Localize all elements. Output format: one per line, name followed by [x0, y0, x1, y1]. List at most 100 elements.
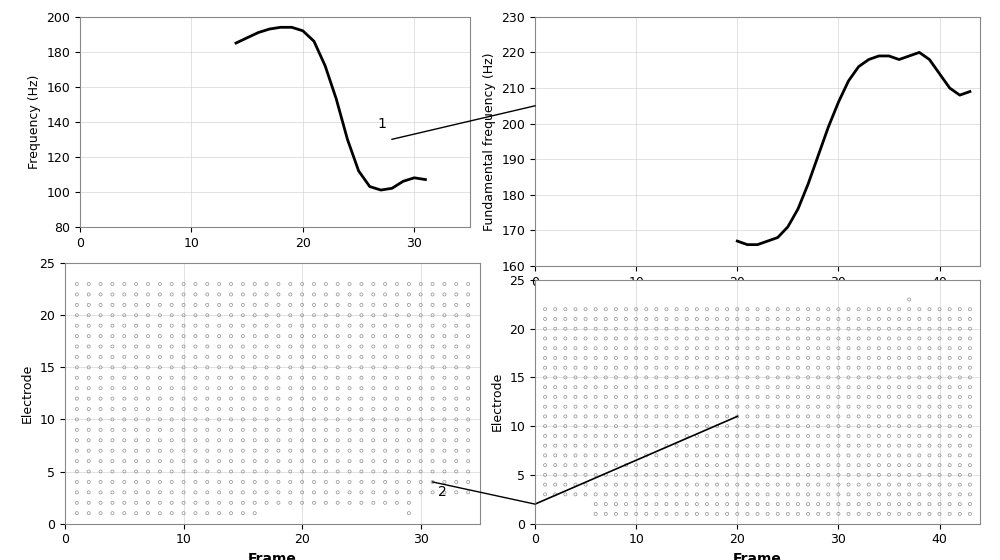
Point: [881, 441, 897, 450]
Point: [719, 422, 735, 431]
Point: [648, 382, 664, 391]
Point: [247, 394, 263, 403]
Point: [750, 344, 766, 353]
Point: [353, 290, 369, 299]
Point: [81, 363, 97, 372]
Point: [891, 382, 907, 391]
Point: [413, 352, 429, 361]
Point: [881, 402, 897, 411]
Point: [891, 393, 907, 402]
Point: [628, 451, 644, 460]
Point: [294, 394, 310, 403]
Point: [81, 446, 97, 455]
Point: [750, 363, 766, 372]
Point: [353, 415, 369, 424]
Point: [881, 382, 897, 391]
Point: [921, 315, 937, 324]
Point: [760, 373, 776, 382]
Point: [176, 508, 192, 517]
Point: [719, 393, 735, 402]
Point: [810, 451, 826, 460]
Point: [901, 422, 917, 431]
Point: [881, 363, 897, 372]
Point: [750, 315, 766, 324]
Point: [330, 478, 346, 487]
Point: [800, 402, 816, 411]
Point: [942, 324, 958, 333]
Point: [306, 467, 322, 476]
Point: [199, 446, 215, 455]
Point: [719, 510, 735, 519]
Point: [679, 344, 695, 353]
Point: [658, 353, 674, 362]
Point: [628, 431, 644, 440]
Point: [365, 498, 381, 507]
Point: [618, 334, 634, 343]
Point: [537, 470, 553, 479]
Point: [128, 446, 144, 455]
Point: [810, 382, 826, 391]
Point: [679, 431, 695, 440]
Point: [223, 415, 239, 424]
Point: [901, 490, 917, 499]
Point: [389, 456, 405, 465]
Point: [176, 426, 192, 435]
Point: [567, 480, 583, 489]
Point: [921, 470, 937, 479]
Point: [638, 412, 654, 421]
Point: [318, 467, 334, 476]
Point: [871, 363, 887, 372]
Point: [282, 321, 298, 330]
Point: [739, 412, 755, 421]
Point: [247, 342, 263, 351]
Point: [294, 342, 310, 351]
Point: [413, 404, 429, 413]
Point: [739, 393, 755, 402]
Point: [760, 305, 776, 314]
Point: [259, 467, 275, 476]
Point: [820, 324, 836, 333]
Point: [377, 467, 393, 476]
Point: [176, 446, 192, 455]
Point: [377, 426, 393, 435]
Point: [164, 374, 180, 382]
Point: [588, 431, 604, 440]
Point: [588, 510, 604, 519]
Point: [567, 324, 583, 333]
Point: [962, 412, 978, 421]
Point: [401, 488, 417, 497]
Point: [962, 324, 978, 333]
Point: [628, 363, 644, 372]
Point: [760, 344, 776, 353]
Point: [810, 363, 826, 372]
Point: [448, 488, 464, 497]
Point: [537, 422, 553, 431]
Point: [69, 488, 85, 497]
Point: [187, 426, 203, 435]
Point: [628, 461, 644, 470]
Point: [259, 498, 275, 507]
Point: [211, 394, 227, 403]
Point: [448, 394, 464, 403]
Point: [851, 373, 867, 382]
Point: [306, 436, 322, 445]
Point: [81, 352, 97, 361]
Point: [81, 456, 97, 465]
Point: [669, 382, 685, 391]
Point: [942, 344, 958, 353]
Point: [223, 374, 239, 382]
Point: [952, 461, 968, 470]
Point: [942, 412, 958, 421]
Point: [628, 422, 644, 431]
Point: [760, 382, 776, 391]
Point: [709, 470, 725, 479]
X-axis label: Frame: Frame: [733, 552, 782, 560]
Point: [282, 374, 298, 382]
Point: [962, 422, 978, 431]
Point: [448, 467, 464, 476]
Point: [628, 441, 644, 450]
Point: [377, 311, 393, 320]
Point: [306, 363, 322, 372]
Point: [353, 332, 369, 340]
Point: [306, 279, 322, 288]
